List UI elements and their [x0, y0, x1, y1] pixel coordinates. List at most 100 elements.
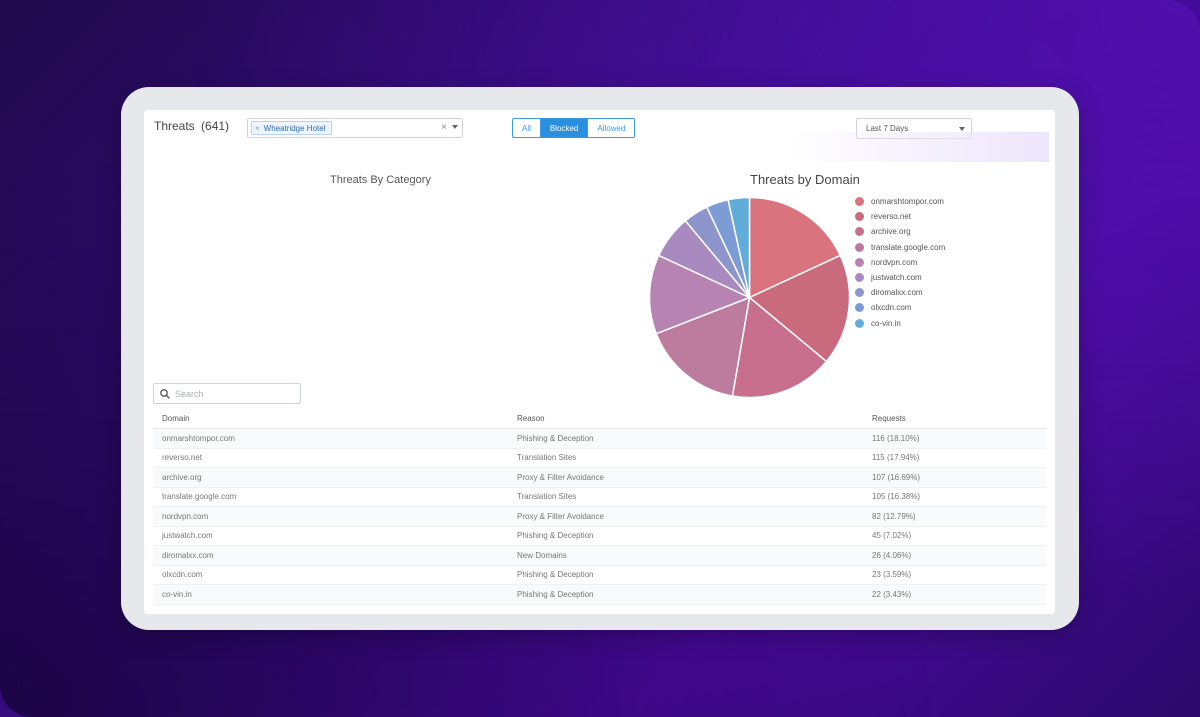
filter-bar: Threats (641) × Wheatridge Hotel × All B…: [144, 110, 1055, 164]
cell-reason: New Domains: [517, 550, 567, 560]
column-header-reason[interactable]: Reason: [517, 413, 545, 423]
tag-remove-icon[interactable]: ×: [255, 123, 260, 133]
threat-count: (641): [201, 119, 230, 133]
cell-reason: Translation Sites: [517, 453, 577, 463]
cell-requests: 23 (3.59%): [872, 570, 912, 580]
cell-domain: translate.google.com: [162, 492, 237, 502]
legend-swatch: [855, 197, 864, 207]
table-row[interactable]: justwatch.com Phishing & Deception 45 (7…: [153, 527, 1046, 546]
pie-slice-reverso-net[interactable]: [748, 254, 851, 363]
legend-label: reverso.net: [871, 212, 912, 222]
location-filter-select[interactable]: × Wheatridge Hotel ×: [247, 118, 463, 138]
column-header-requests[interactable]: Requests: [872, 413, 906, 423]
cell-domain: archive.org: [162, 472, 202, 482]
search-box: [153, 383, 301, 404]
legend-swatch: [855, 273, 864, 283]
cell-requests: 26 (4.06%): [872, 550, 912, 560]
legend-item[interactable]: reverso.net: [855, 209, 945, 224]
device-frame: Threats (641) × Wheatridge Hotel × All B…: [121, 87, 1079, 630]
legend-label: archive.org: [871, 227, 911, 237]
cell-domain: olxcdn.com: [162, 570, 203, 580]
table-row[interactable]: co-vin.in Phishing & Deception 22 (3.43%…: [153, 585, 1046, 605]
legend-swatch: [855, 318, 864, 328]
cell-reason: Phishing & Deception: [517, 433, 594, 443]
cell-requests: 105 (16.38%): [872, 492, 921, 502]
cell-requests: 115 (17.94%): [872, 453, 920, 463]
column-header-domain[interactable]: Domain: [162, 413, 190, 423]
page-title: Threats (641): [154, 119, 229, 133]
search-input[interactable]: [175, 388, 285, 399]
legend-item[interactable]: olxcdn.com: [855, 300, 945, 315]
cell-domain: diromalxx.com: [162, 550, 214, 560]
cell-domain: co-vin.in: [162, 589, 192, 599]
legend-label: diromalxx.com: [871, 288, 923, 298]
category-chart-title: Threats By Category: [330, 174, 431, 186]
legend-item[interactable]: nordvpn.com: [855, 255, 945, 270]
legend-swatch: [855, 303, 864, 313]
pie-slice-onmarshtompor-com[interactable]: [748, 196, 842, 299]
cell-requests: 45 (7.02%): [872, 531, 912, 541]
clear-icon[interactable]: ×: [441, 122, 447, 133]
cell-requests: 116 (18.10%): [872, 433, 920, 443]
location-tag: × Wheatridge Hotel: [251, 121, 333, 135]
threats-panel: Threats (641) × Wheatridge Hotel × All B…: [144, 110, 1055, 614]
table-header: Domain Reason Requests: [153, 408, 1046, 429]
chevron-down-icon: [959, 127, 965, 131]
table-body: onmarshtompor.com Phishing & Deception 1…: [153, 429, 1046, 605]
legend-label: co-vin.in: [871, 318, 901, 328]
legend-item[interactable]: diromalxx.com: [855, 285, 945, 300]
table-row[interactable]: olxcdn.com Phishing & Deception 23 (3.59…: [153, 566, 1046, 585]
pie-slice-archive-org[interactable]: [731, 296, 828, 399]
table-row[interactable]: archive.org Proxy & Filter Avoidance 107…: [153, 468, 1046, 488]
legend-item[interactable]: co-vin.in: [855, 316, 945, 331]
cell-reason: Translation Sites: [517, 492, 577, 502]
legend-swatch: [855, 257, 864, 267]
page-title-label: Threats: [154, 119, 195, 133]
threats-table: Domain Reason Requests onmarshtompor.com…: [153, 408, 1046, 605]
domain-chart-title: Threats by Domain: [750, 172, 860, 187]
legend-swatch: [855, 212, 864, 222]
decorative-fade: [784, 132, 1049, 162]
status-segmented-control: All Blocked Allowed: [512, 118, 636, 138]
pie-slice-co-vin-in[interactable]: [727, 196, 751, 298]
pie-slice-nordvpn-com[interactable]: [648, 254, 752, 335]
date-range-value: Last 7 Days: [866, 124, 909, 133]
legend-item[interactable]: onmarshtompor.com: [855, 194, 945, 209]
legend-swatch: [855, 227, 864, 237]
cell-domain: reverso.net: [162, 453, 203, 463]
cell-requests: 107 (16.69%): [872, 472, 921, 482]
legend-label: justwatch.com: [871, 273, 922, 283]
table-row[interactable]: translate.google.com Translation Sites 1…: [153, 488, 1046, 507]
pie-slice-translate-google-com[interactable]: [655, 296, 751, 397]
cell-reason: Proxy & Filter Avoidance: [517, 472, 605, 482]
cell-reason: Proxy & Filter Avoidance: [517, 511, 605, 521]
cell-reason: Phishing & Deception: [517, 531, 594, 541]
domain-pie-chart: [648, 196, 851, 399]
cell-requests: 82 (12.79%): [872, 511, 916, 521]
segment-all[interactable]: All: [513, 119, 540, 137]
cell-domain: justwatch.com: [162, 531, 213, 541]
legend-item[interactable]: justwatch.com: [855, 270, 945, 285]
legend-swatch: [855, 288, 864, 298]
legend-label: translate.google.com: [871, 242, 946, 252]
segment-allowed[interactable]: Allowed: [587, 119, 635, 137]
table-row[interactable]: onmarshtompor.com Phishing & Deception 1…: [153, 429, 1046, 449]
cell-reason: Phishing & Deception: [517, 570, 594, 580]
legend-label: nordvpn.com: [871, 257, 918, 267]
legend-swatch: [855, 242, 864, 252]
table-row[interactable]: nordvpn.com Proxy & Filter Avoidance 82 …: [153, 507, 1046, 527]
legend-item[interactable]: translate.google.com: [855, 240, 945, 255]
search-icon: [160, 388, 170, 399]
segment-blocked[interactable]: Blocked: [539, 119, 588, 137]
pie-legend: onmarshtompor.com reverso.net archive.org t…: [855, 194, 945, 331]
cell-reason: Phishing & Deception: [517, 589, 594, 599]
table-row[interactable]: diromalxx.com New Domains 26 (4.06%): [153, 546, 1046, 566]
cell-domain: nordvpn.com: [162, 511, 209, 521]
location-tag-label: Wheatridge Hotel: [263, 123, 326, 133]
legend-item[interactable]: archive.org: [855, 224, 945, 239]
cell-domain: onmarshtompor.com: [162, 433, 235, 443]
legend-label: onmarshtompor.com: [871, 197, 944, 207]
chevron-down-icon[interactable]: [452, 125, 458, 129]
table-row[interactable]: reverso.net Translation Sites 115 (17.94…: [153, 449, 1046, 468]
cell-requests: 22 (3.43%): [872, 589, 912, 599]
